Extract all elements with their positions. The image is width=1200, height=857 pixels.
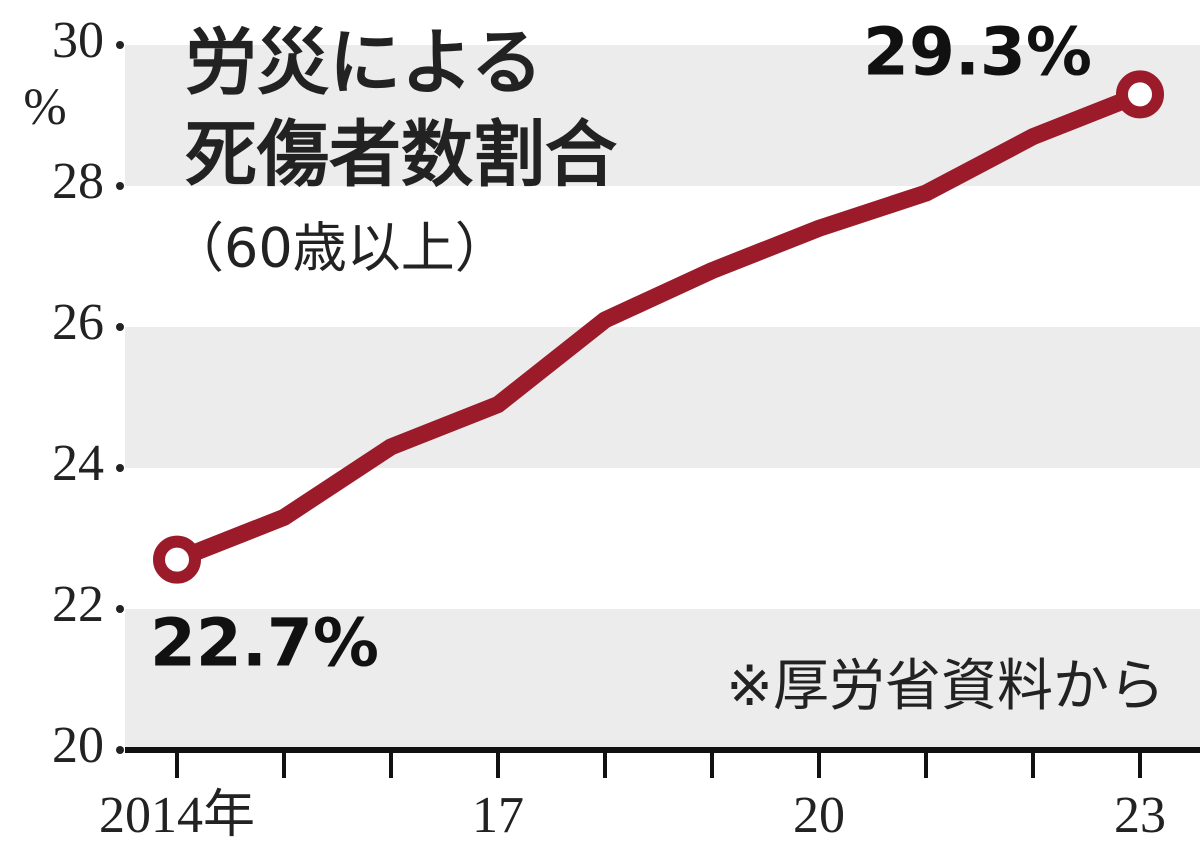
end-marker: [1116, 70, 1164, 119]
y-tick-mark: [116, 182, 124, 190]
y-unit: %: [23, 79, 66, 136]
source-note: ※厚労省資料から: [726, 654, 1165, 719]
y-tick-mark: [116, 746, 124, 754]
y-tick-label: 28: [52, 153, 104, 210]
data-line: [173, 86, 1144, 568]
y-tick-label: 20: [52, 717, 104, 774]
grid-band: [125, 609, 1200, 750]
grid-band: [125, 45, 1200, 186]
y-tick-label: 22: [52, 576, 104, 633]
y-tick-mark: [116, 41, 124, 49]
grid-band: [125, 327, 1200, 468]
x-tick-label: 23: [1114, 787, 1166, 844]
x-tick-label: 2014年: [99, 787, 255, 844]
y-tick-label: 26: [52, 294, 104, 351]
chart-title: 労災による: [185, 21, 543, 105]
x-tick-label: 17: [472, 787, 524, 844]
end-marker: [153, 535, 201, 584]
chart-subtitle: （60歳以上）: [170, 217, 509, 280]
y-tick-label: 24: [52, 435, 104, 492]
y-tick-mark: [116, 464, 124, 472]
y-tick-mark: [116, 323, 124, 331]
x-tick-label: 20: [793, 787, 845, 844]
y-tick-mark: [116, 605, 124, 613]
value-label: 29.3%: [863, 13, 1092, 90]
chart-title: 死傷者数割合: [185, 113, 617, 197]
y-tick-label: 30: [52, 12, 104, 69]
value-label: 22.7%: [150, 605, 379, 682]
